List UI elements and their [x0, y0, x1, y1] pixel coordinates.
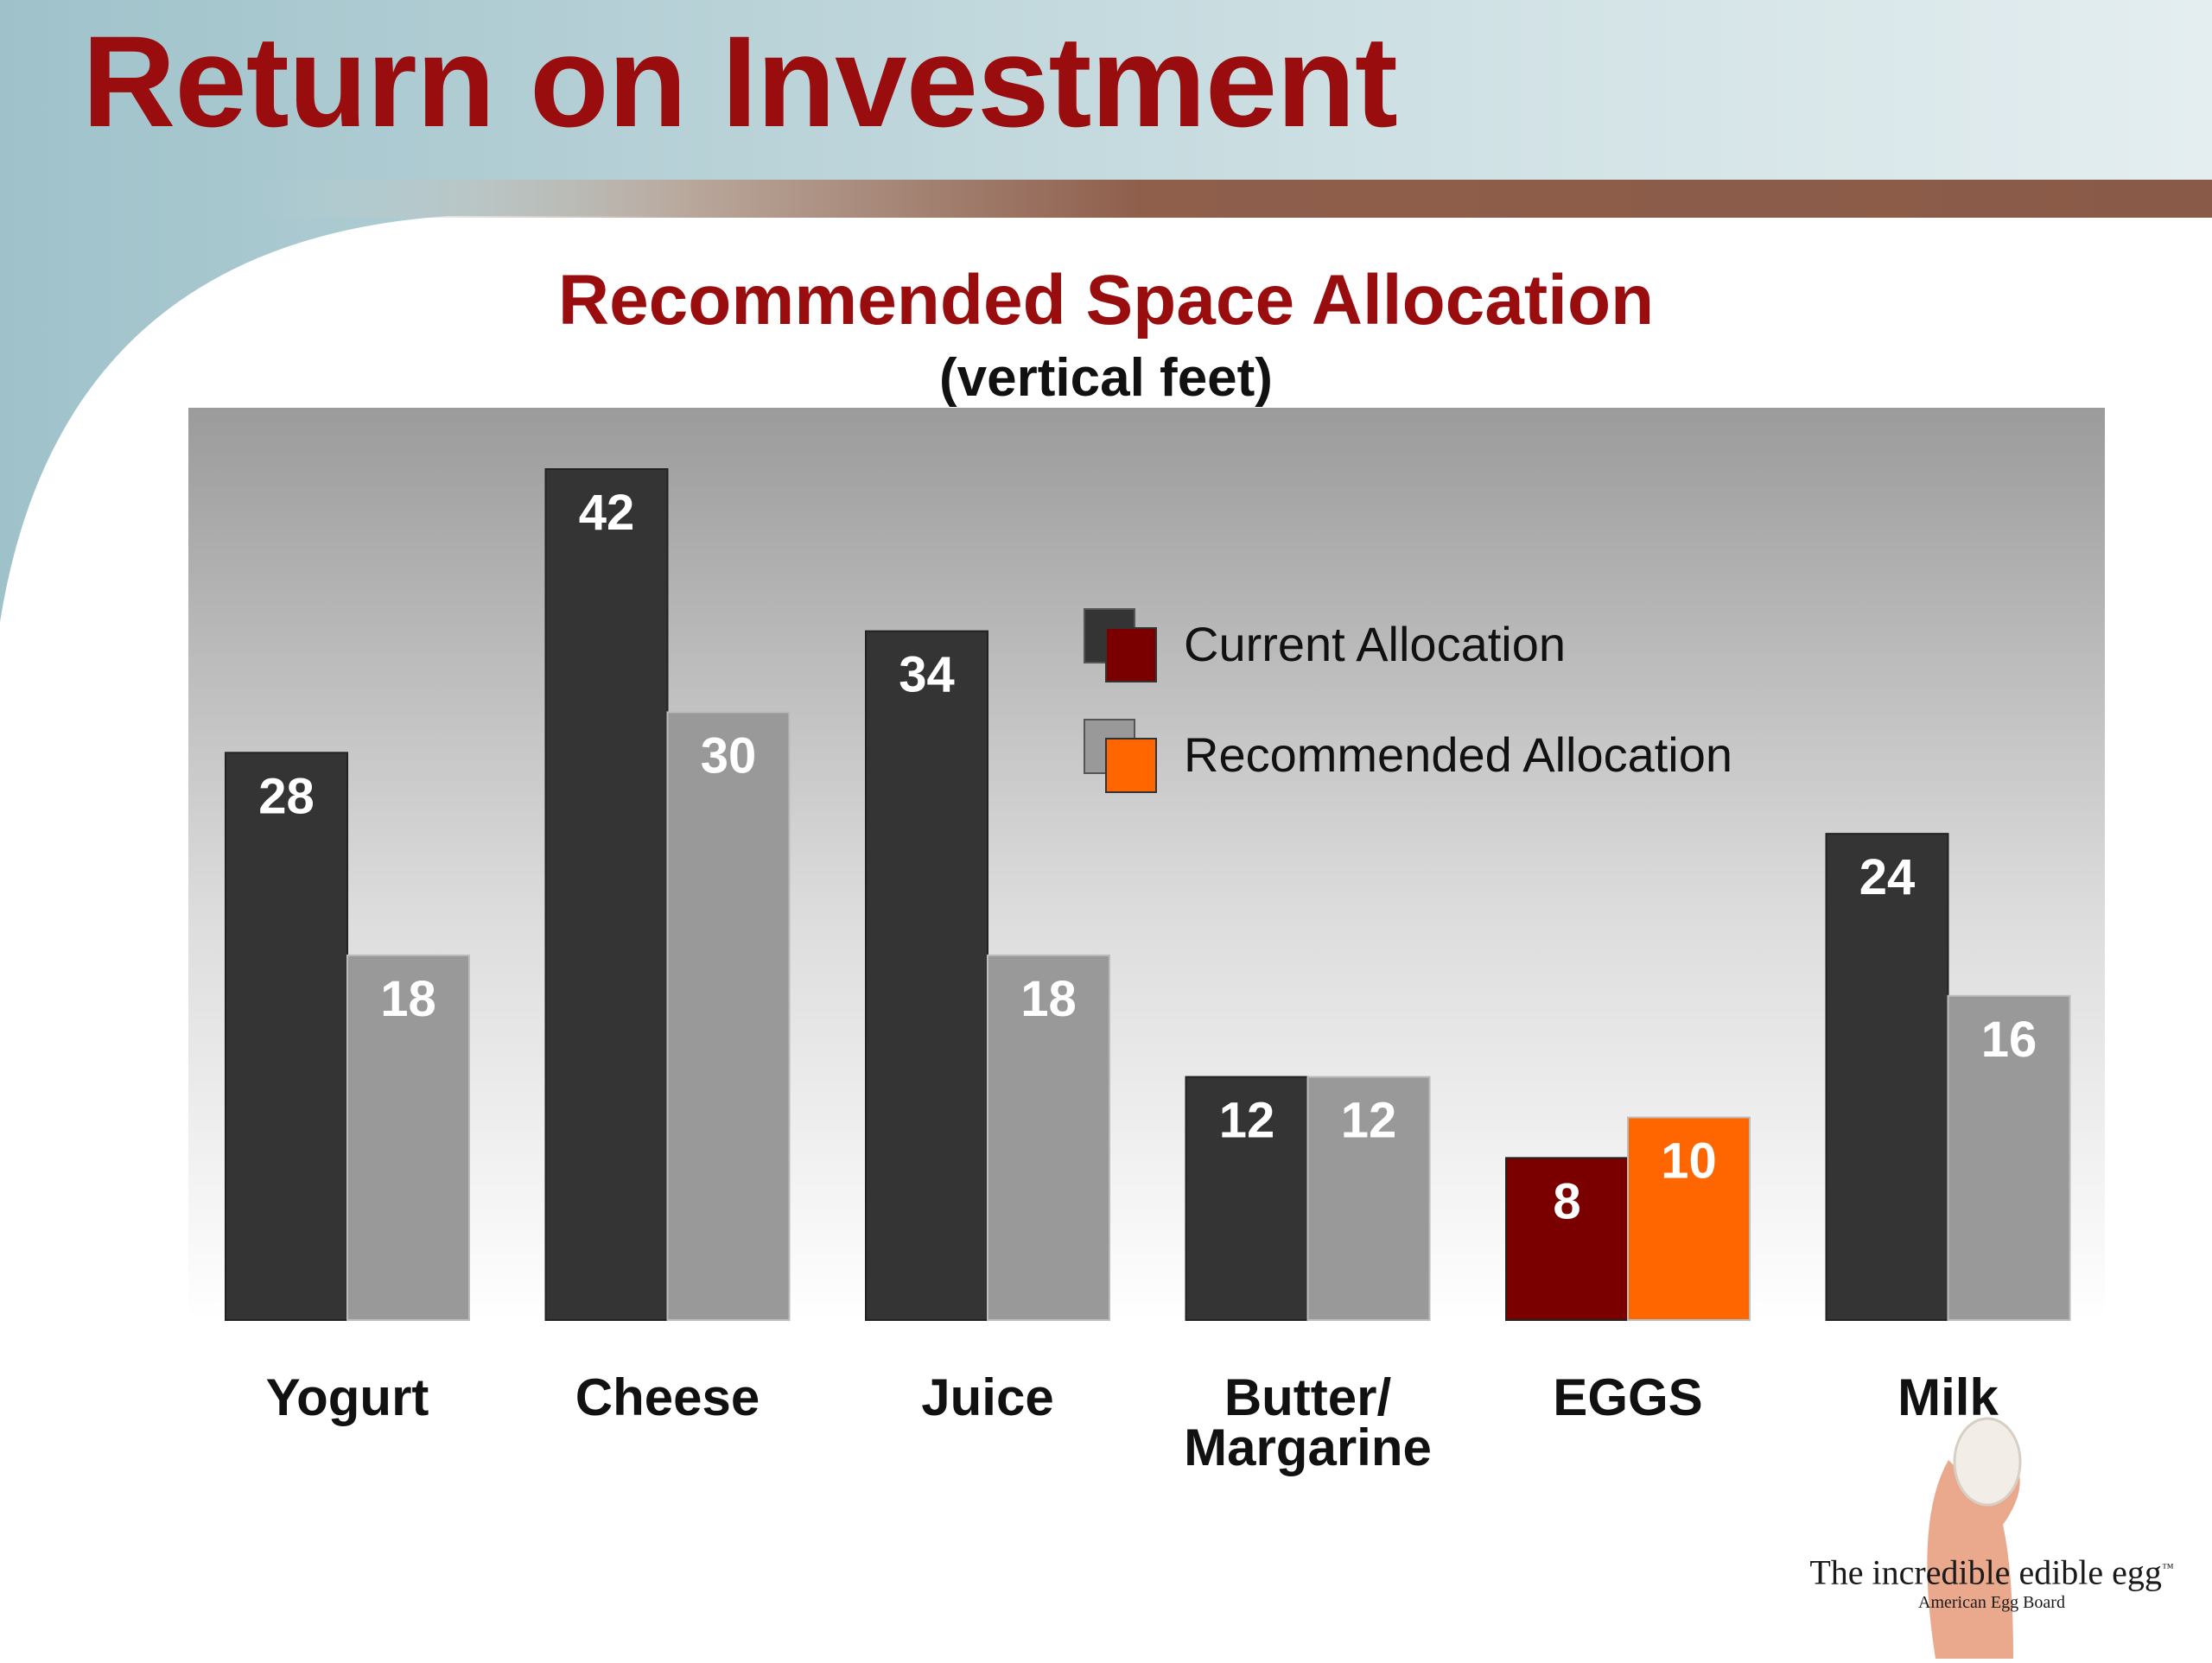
bar-value-label: 16 — [1981, 1012, 2037, 1068]
bar-value-label: 8 — [1553, 1173, 1580, 1229]
plot-background — [188, 408, 2105, 1322]
bar-value-label: 30 — [701, 727, 757, 784]
bar-value-label: 42 — [579, 485, 635, 541]
bar-value-label: 34 — [899, 647, 955, 703]
bar-value-label: 28 — [258, 768, 315, 824]
bar-value-label: 12 — [1341, 1093, 1397, 1149]
bar-value-label: 12 — [1219, 1093, 1275, 1149]
chart-subtitle: (vertical feet) — [939, 348, 1273, 408]
category-label-line: Yogurt — [266, 1368, 429, 1426]
bar-value-label: 18 — [380, 971, 436, 1027]
bar-value-label: 10 — [1661, 1133, 1717, 1189]
bar-recommended-3 — [1306, 1076, 1431, 1321]
brand-trademark: ™ — [2161, 1562, 2174, 1575]
category-label-line: Cheese — [575, 1368, 760, 1426]
category-label-line: Milk — [1897, 1368, 1999, 1426]
category-label: Juice — [921, 1368, 1053, 1426]
category-label: Cheese — [575, 1368, 760, 1426]
legend-swatch-front — [1105, 738, 1157, 793]
category-label-line: EGGS — [1553, 1368, 1702, 1426]
chart-title: Recommended Space Allocation — [557, 261, 1655, 340]
bar-current-0 — [225, 752, 348, 1321]
bar-current-3 — [1185, 1076, 1309, 1321]
category-label-line: Margarine — [1184, 1419, 1432, 1476]
category-label-line: Butter/ — [1224, 1368, 1392, 1426]
header-stripe — [259, 180, 2212, 218]
bar-value-label: 18 — [1020, 971, 1077, 1027]
bar-recommended-2 — [987, 954, 1110, 1322]
category-label: Milk — [1897, 1368, 1999, 1426]
legend-label: Recommended Allocation — [1184, 727, 1732, 782]
bar-current-1 — [544, 468, 669, 1321]
bar-current-5 — [1825, 833, 1949, 1321]
bar-current-4 — [1505, 1157, 1629, 1322]
brand-logo: The incredible edible egg™ American Egg … — [1806, 1550, 2177, 1614]
bar-recommended-0 — [346, 954, 470, 1322]
bar-recommended-5 — [1947, 994, 2071, 1322]
category-label: Yogurt — [266, 1368, 429, 1426]
bar-recommended-1 — [666, 711, 791, 1321]
legend-label: Current Allocation — [1184, 617, 1566, 671]
category-label: Butter/Margarine — [1184, 1368, 1432, 1476]
category-label: EGGS — [1553, 1368, 1702, 1426]
bar-current-2 — [865, 630, 988, 1321]
legend-swatch-front — [1105, 627, 1157, 682]
brand-org: American Egg Board — [1918, 1593, 2065, 1613]
bar-value-label: 24 — [1859, 849, 1916, 905]
brand-tagline: The incredible edible egg — [1809, 1552, 2162, 1592]
category-label-line: Juice — [921, 1368, 1053, 1426]
slide-title: Return on Investment — [82, 9, 1398, 154]
bar-recommended-4 — [1627, 1116, 1751, 1321]
